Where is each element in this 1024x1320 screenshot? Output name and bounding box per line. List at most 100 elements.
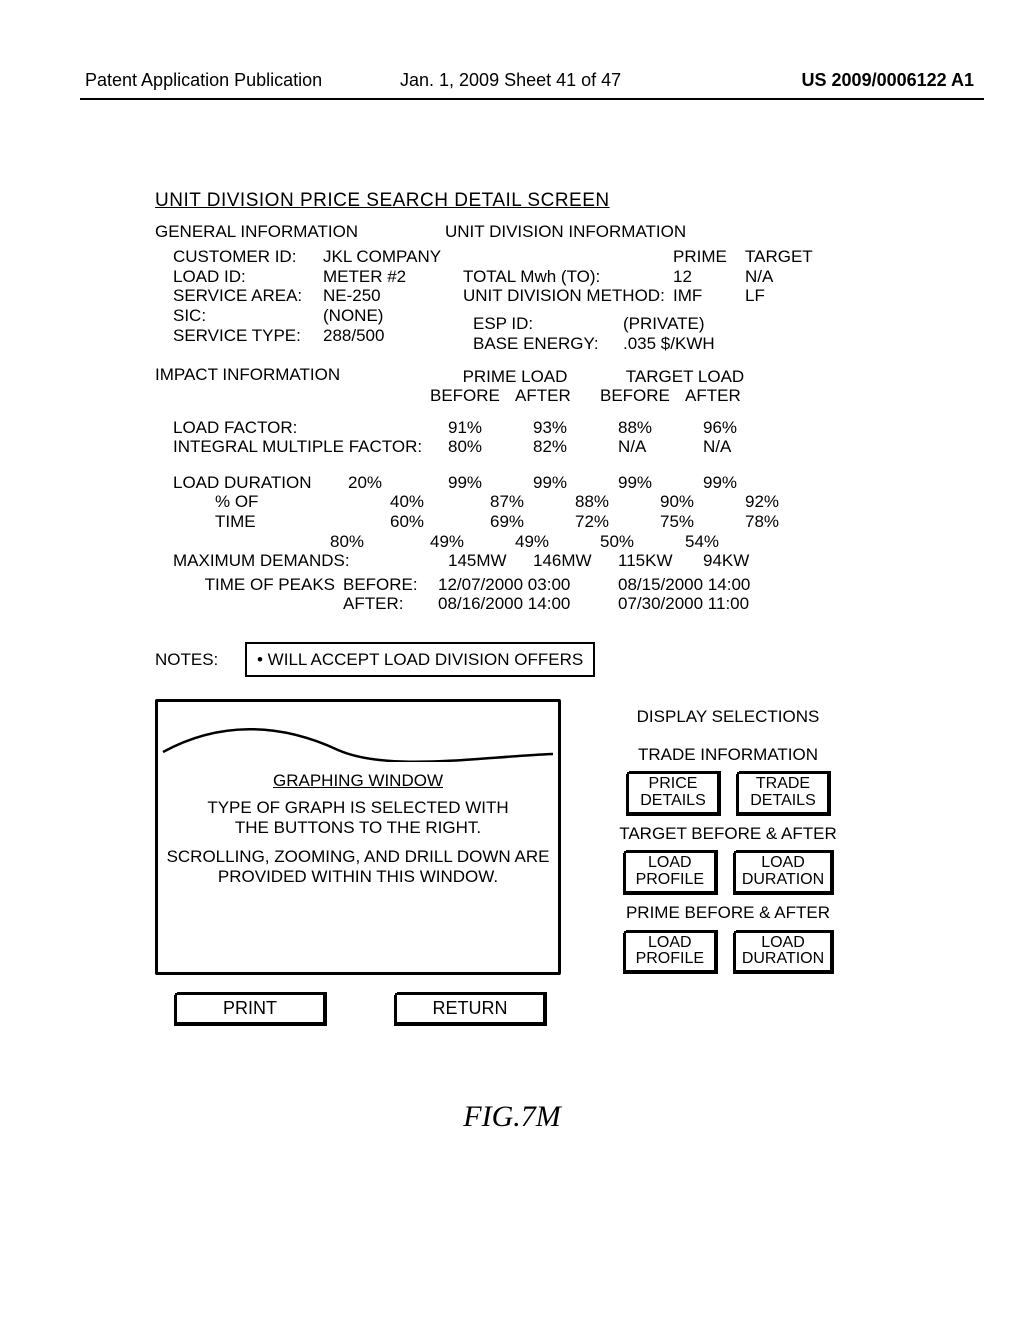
prime-before-header: BEFORE: [430, 386, 515, 406]
total-mwh-row: TOTAL Mwh (TO): 12 N/A: [463, 267, 875, 287]
target-load-profile-button[interactable]: LOAD PROFILE: [624, 851, 716, 893]
price-details-l1: PRICE: [635, 776, 711, 793]
ld-pct-40: 40%: [390, 492, 490, 512]
unit-info-heading: UNIT DIVISION INFORMATION: [445, 222, 875, 242]
lf-pa: 93%: [533, 418, 618, 438]
print-button[interactable]: PRINT: [175, 993, 325, 1024]
trade-details-l1: TRADE: [745, 776, 821, 793]
ld-row-80: 80% 49% 49% 50% 54%: [155, 532, 875, 552]
sic-label: SIC:: [173, 306, 323, 326]
peaks-after-row: AFTER: 08/16/2000 14:00 07/30/2000 11:00: [155, 594, 875, 614]
udm-label: UNIT DIVISION METHOD:: [463, 286, 673, 306]
load-id-row: LOAD ID: METER #2: [173, 267, 463, 287]
imf-label: INTEGRAL MULTIPLE FACTOR:: [155, 437, 448, 457]
tlp-l2: PROFILE: [632, 872, 708, 889]
load-id-value: METER #2: [323, 267, 463, 287]
pld-l1: LOAD: [742, 935, 824, 952]
target-load-header: TARGET LOAD: [600, 367, 770, 387]
prime-before-after-label: PRIME BEFORE & AFTER: [581, 903, 875, 923]
peaks-label: TIME OF PEAKS: [155, 575, 343, 595]
ld60-tb: 75%: [660, 512, 745, 532]
figure-label: FIG.7M: [0, 1100, 1024, 1134]
service-type-row: SERVICE TYPE: 288/500: [173, 326, 463, 346]
imf-row: INTEGRAL MULTIPLE FACTOR: 80% 82% N/A N/…: [155, 437, 875, 457]
base-energy-label: BASE ENERGY:: [463, 334, 623, 354]
service-type-label: SERVICE TYPE:: [173, 326, 323, 346]
target-load-duration-button[interactable]: LOAD DURATION: [734, 851, 832, 893]
ld80-pa: 49%: [515, 532, 600, 552]
load-factor-label: LOAD FACTOR:: [155, 418, 448, 438]
return-button[interactable]: RETURN: [395, 993, 545, 1024]
plp-l1: LOAD: [632, 935, 708, 952]
imf-pa: 82%: [533, 437, 618, 457]
notes-box: • WILL ACCEPT LOAD DIVISION OFFERS: [245, 642, 595, 678]
ld60-ta: 78%: [745, 512, 830, 532]
screen-title: UNIT DIVISION PRICE SEARCH DETAIL SCREEN: [155, 190, 875, 212]
udm-prime: IMF: [673, 286, 745, 306]
ld-row-20: LOAD DURATION 20% 99% 99% 99% 99%: [155, 473, 875, 493]
tld-l1: LOAD: [742, 855, 824, 872]
header-divider: [80, 98, 984, 100]
ld80-pb: 49%: [430, 532, 515, 552]
plp-l2: PROFILE: [632, 951, 708, 968]
total-mwh-prime: 12: [673, 267, 745, 287]
header-right: US 2009/0006122 A1: [802, 70, 974, 91]
graph-text-2: THE BUTTONS TO THE RIGHT.: [158, 818, 558, 838]
ld-row-40: % OF 40% 87% 88% 90% 92%: [155, 492, 875, 512]
trade-details-button[interactable]: TRADE DETAILS: [737, 772, 829, 814]
imf-pb: 80%: [448, 437, 533, 457]
ld-pct-80: 80%: [330, 532, 430, 552]
max-demands-row: MAXIMUM DEMANDS: 145MW 146MW 115KW 94KW: [155, 551, 875, 571]
notes-label: NOTES:: [155, 650, 245, 670]
sic-row: SIC: (NONE): [173, 306, 463, 326]
udm-target: LF: [745, 286, 817, 306]
ld20-pa: 99%: [533, 473, 618, 493]
md-pa: 146MW: [533, 551, 618, 571]
prime-load-duration-button[interactable]: LOAD DURATION: [734, 931, 832, 973]
peaks-after-prime: 08/16/2000 14:00: [438, 594, 618, 614]
service-area-row: SERVICE AREA: NE-250: [173, 286, 463, 306]
target-header: TARGET: [745, 247, 817, 267]
lf-tb: 88%: [618, 418, 703, 438]
display-selections-label: DISPLAY SELECTIONS: [581, 707, 875, 727]
prime-after-header: AFTER: [515, 386, 600, 406]
header-center: Jan. 1, 2009 Sheet 41 of 47: [400, 70, 621, 91]
imf-tb: N/A: [618, 437, 703, 457]
ld60-pb: 69%: [490, 512, 575, 532]
md-tb: 115KW: [618, 551, 703, 571]
total-mwh-target: N/A: [745, 267, 817, 287]
service-type-value: 288/500: [323, 326, 463, 346]
customer-id-row: CUSTOMER ID: JKL COMPANY: [173, 247, 463, 267]
peaks-before-label: BEFORE:: [343, 575, 438, 595]
base-energy-value: .035 $/KWH: [623, 334, 715, 354]
lf-pb: 91%: [448, 418, 533, 438]
target-before-after-label: TARGET BEFORE & AFTER: [581, 824, 875, 844]
prime-load-profile-button[interactable]: LOAD PROFILE: [624, 931, 716, 973]
ld60-pa: 72%: [575, 512, 660, 532]
imf-ta: N/A: [703, 437, 788, 457]
ld-title-3: TIME: [155, 512, 390, 532]
md-ta: 94KW: [703, 551, 788, 571]
ld-title-1: LOAD DURATION: [155, 473, 348, 493]
ld80-ta: 54%: [685, 532, 770, 552]
price-details-l2: DETAILS: [635, 793, 711, 810]
ld20-ta: 99%: [703, 473, 788, 493]
prime-header: PRIME: [673, 247, 745, 267]
lf-ta: 96%: [703, 418, 788, 438]
trade-information-label: TRADE INFORMATION: [581, 745, 875, 765]
base-energy-row: BASE ENERGY: .035 $/KWH: [463, 334, 875, 354]
peaks-before-target: 08/15/2000 14:00: [618, 575, 798, 595]
tlp-l1: LOAD: [632, 855, 708, 872]
pld-l2: DURATION: [742, 951, 824, 968]
ld-pct-60: 60%: [390, 512, 490, 532]
ld40-pa: 88%: [575, 492, 660, 512]
graphing-window[interactable]: GRAPHING WINDOW TYPE OF GRAPH IS SELECTE…: [155, 699, 561, 975]
peaks-before-row: TIME OF PEAKS BEFORE: 12/07/2000 03:00 0…: [155, 575, 875, 595]
ld40-ta: 92%: [745, 492, 830, 512]
esp-id-row: ESP ID: (PRIVATE): [463, 314, 875, 334]
price-details-button[interactable]: PRICE DETAILS: [627, 772, 719, 814]
ld20-tb: 99%: [618, 473, 703, 493]
graph-text-1: TYPE OF GRAPH IS SELECTED WITH: [158, 798, 558, 818]
graph-wave-icon: [158, 712, 558, 762]
ld-row-60: TIME 60% 69% 72% 75% 78%: [155, 512, 875, 532]
